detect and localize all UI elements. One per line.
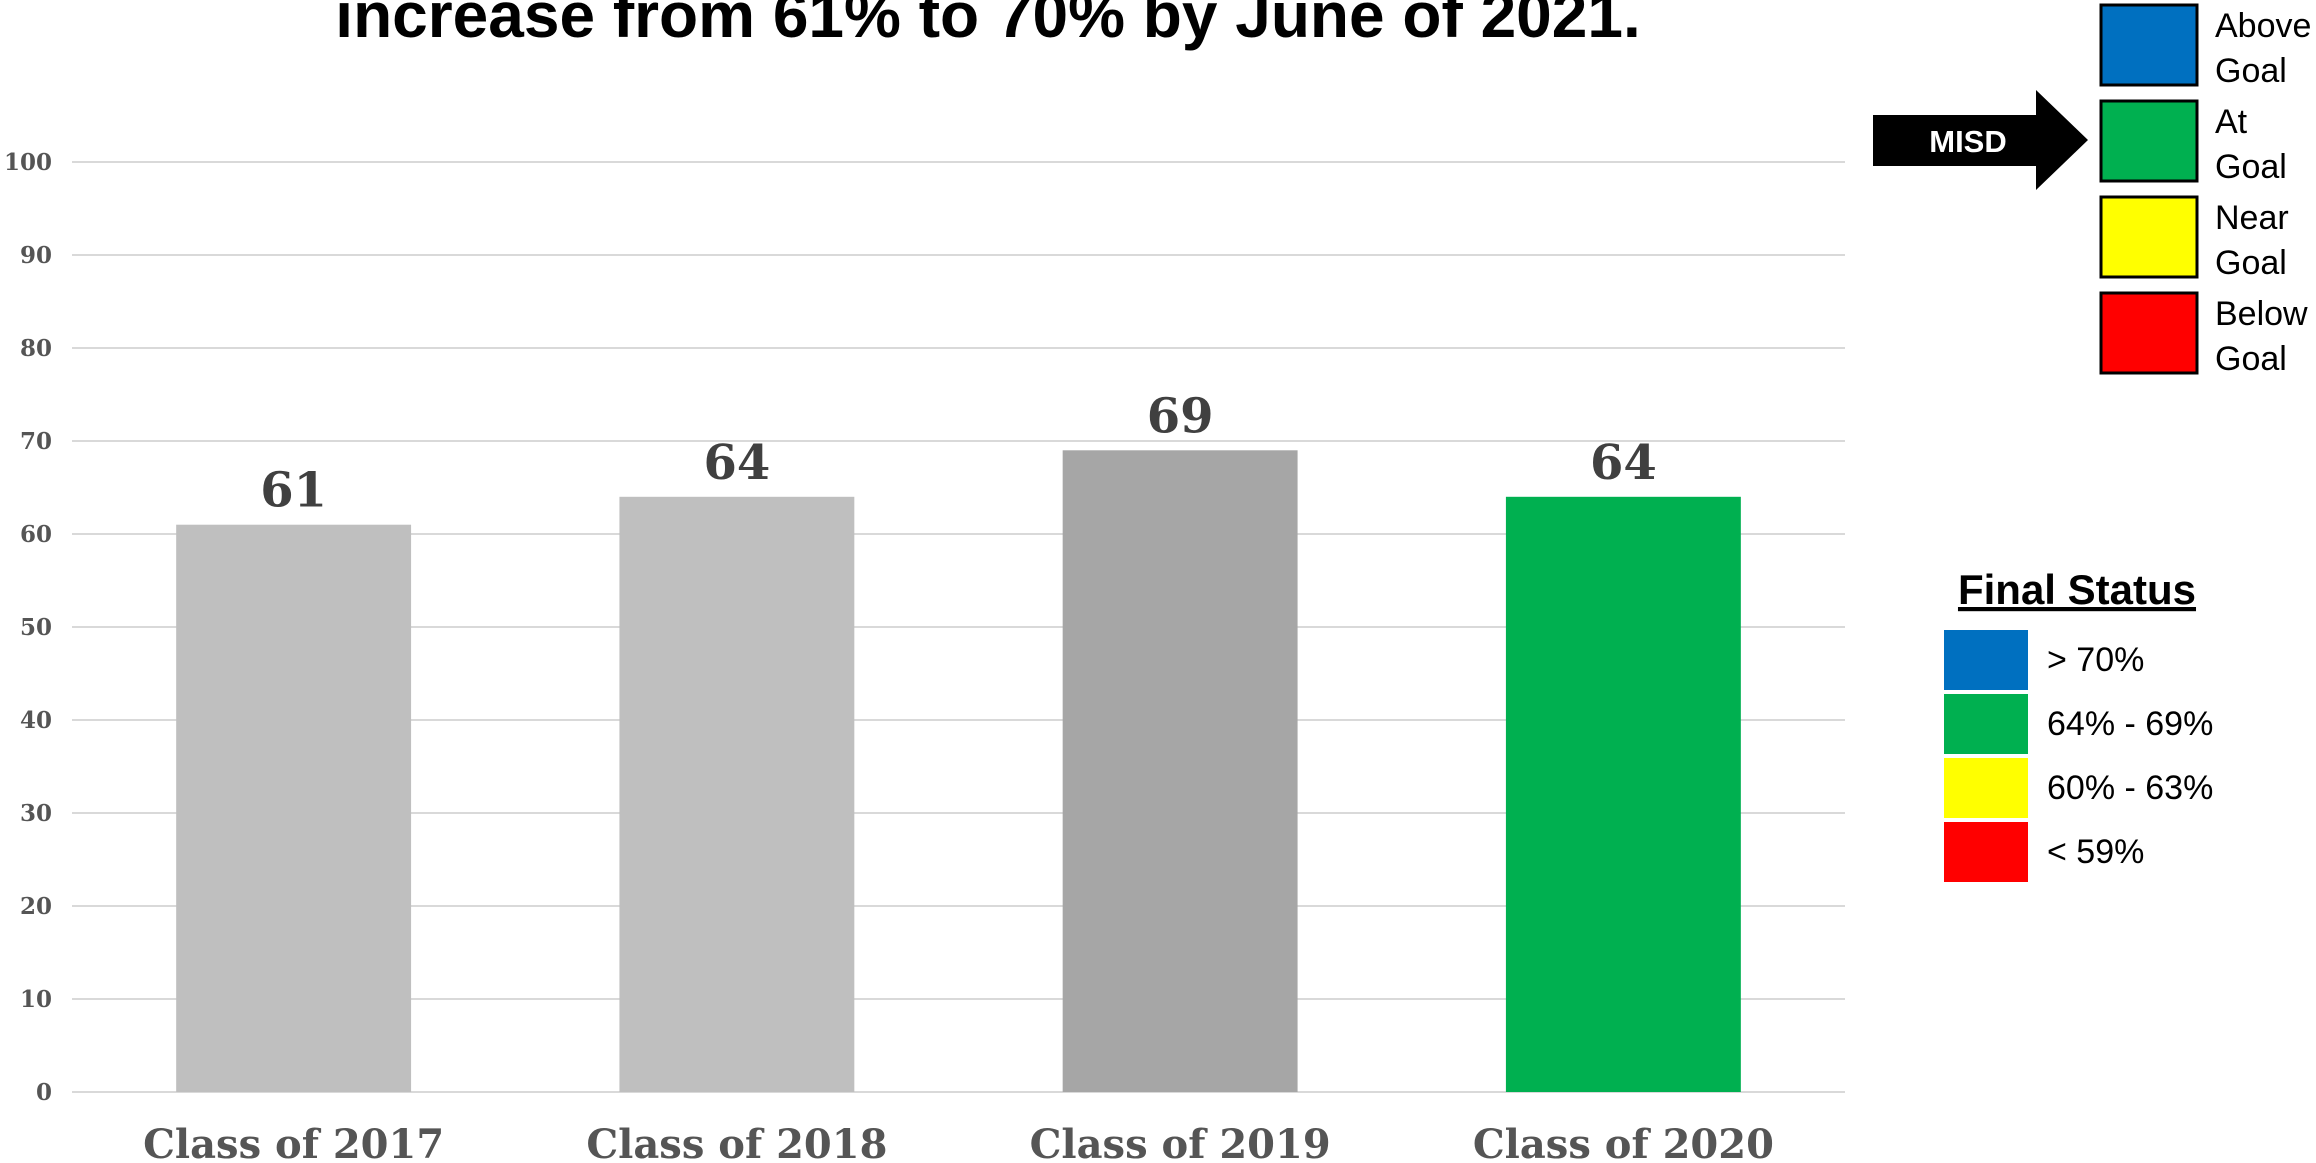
chart-title: increase from 61% to 70% by June of 2021… xyxy=(335,0,1641,51)
y-tick-label: 10 xyxy=(20,986,52,1013)
y-tick-label: 30 xyxy=(20,800,52,827)
final-status-title: Final Status xyxy=(1958,566,2196,613)
bar xyxy=(619,496,855,1092)
status-label: < 59% xyxy=(2047,833,2144,871)
goal-label-line1: Above xyxy=(2215,7,2311,45)
goal-label-line1: Near xyxy=(2215,199,2289,237)
misd-label: MISD xyxy=(1929,124,2007,159)
status-label: > 70% xyxy=(2047,641,2144,679)
goal-swatch xyxy=(2099,99,2199,183)
status-swatch xyxy=(1944,694,2028,754)
goal-label-line2: Goal xyxy=(2215,148,2287,186)
goal-swatch xyxy=(2099,195,2199,279)
goal-swatch xyxy=(2099,3,2199,87)
data-label: 61 xyxy=(260,463,327,519)
bar xyxy=(176,524,412,1092)
misd-arrow-icon xyxy=(1873,90,2088,190)
x-category-label: Class of 2019 xyxy=(1030,1121,1331,1163)
status-label: 60% - 63% xyxy=(2047,769,2213,807)
y-tick-label: 40 xyxy=(20,707,52,734)
status-label: 64% - 69% xyxy=(2047,705,2213,743)
y-tick-label: 20 xyxy=(20,893,52,920)
goal-label-line1: Below xyxy=(2215,295,2308,333)
bar xyxy=(1062,450,1298,1092)
goal-label-line1: At xyxy=(2215,103,2248,141)
y-tick-label: 70 xyxy=(20,428,52,455)
y-tick-label: 80 xyxy=(20,335,52,362)
data-label: 64 xyxy=(1590,435,1657,491)
bar xyxy=(1505,496,1741,1092)
goal-label-line2: Goal xyxy=(2215,244,2287,282)
data-label: 69 xyxy=(1147,388,1214,444)
x-category-label: Class of 2017 xyxy=(143,1121,444,1163)
goal-label-line2: Goal xyxy=(2215,52,2287,90)
x-category-label: Class of 2018 xyxy=(586,1121,887,1163)
data-label: 64 xyxy=(703,435,770,491)
status-swatch xyxy=(1944,758,2028,818)
y-tick-label: 50 xyxy=(20,614,52,641)
x-category-label: Class of 2020 xyxy=(1473,1121,1774,1163)
status-swatch xyxy=(1944,822,2028,882)
y-tick-label: 100 xyxy=(4,149,52,176)
goal-label-line2: Goal xyxy=(2215,340,2287,378)
goal-swatch xyxy=(2099,291,2199,375)
status-swatch xyxy=(1944,630,2028,690)
y-tick-label: 90 xyxy=(20,242,52,269)
y-tick-label: 0 xyxy=(36,1079,52,1106)
y-tick-label: 60 xyxy=(20,521,52,548)
